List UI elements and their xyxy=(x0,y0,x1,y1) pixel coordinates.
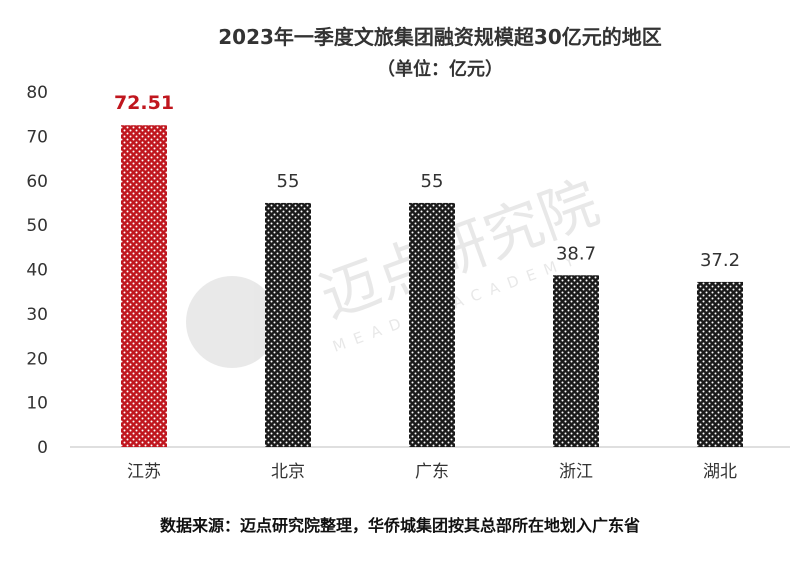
data-label-5: 37.2 xyxy=(700,250,740,271)
y-tick-label: 60 xyxy=(26,172,48,192)
y-tick-label: 30 xyxy=(26,305,48,325)
data-label-4: 38.7 xyxy=(556,243,596,264)
y-tick-label: 0 xyxy=(37,438,48,458)
data-label-3: 55 xyxy=(421,171,444,192)
x-tick-label-4: 浙江 xyxy=(559,462,593,482)
data-label-2: 55 xyxy=(277,171,300,192)
y-tick-label: 80 xyxy=(26,83,48,103)
x-tick-label-5: 湖北 xyxy=(703,462,737,482)
x-tick-label-1: 江苏 xyxy=(127,462,161,482)
bar-4 xyxy=(553,275,599,447)
chart-subtitle: （单位：亿元） xyxy=(377,58,503,80)
y-tick-label: 20 xyxy=(26,349,48,369)
y-tick-label: 70 xyxy=(26,127,48,147)
bar-1 xyxy=(121,125,167,447)
bar-2 xyxy=(265,202,311,447)
data-label-1: 72.51 xyxy=(114,92,174,114)
y-axis: 0 10 20 30 40 50 60 70 80 xyxy=(26,83,48,458)
watermark: 迈点研究院 MEADIN ACADEMY xyxy=(186,168,607,368)
chart-title: 2023年一季度文旅集团融资规模超30亿元的地区 xyxy=(218,25,662,49)
x-tick-label-3: 广东 xyxy=(415,462,449,482)
bar-5 xyxy=(697,281,743,447)
x-axis: 江苏 北京 广东 浙江 湖北 xyxy=(127,462,737,482)
y-tick-label: 10 xyxy=(26,394,48,414)
x-tick-label-2: 北京 xyxy=(271,462,305,482)
y-tick-label: 40 xyxy=(26,261,48,281)
y-tick-label: 50 xyxy=(26,216,48,236)
source-note: 数据来源：迈点研究院整理，华侨城集团按其总部所在地划入广东省 xyxy=(160,516,640,535)
bars-group xyxy=(121,125,743,447)
data-labels-group: 72.51 55 55 38.7 37.2 xyxy=(114,92,740,271)
bar-3 xyxy=(409,202,455,447)
watermark-logo-icon xyxy=(186,276,278,368)
